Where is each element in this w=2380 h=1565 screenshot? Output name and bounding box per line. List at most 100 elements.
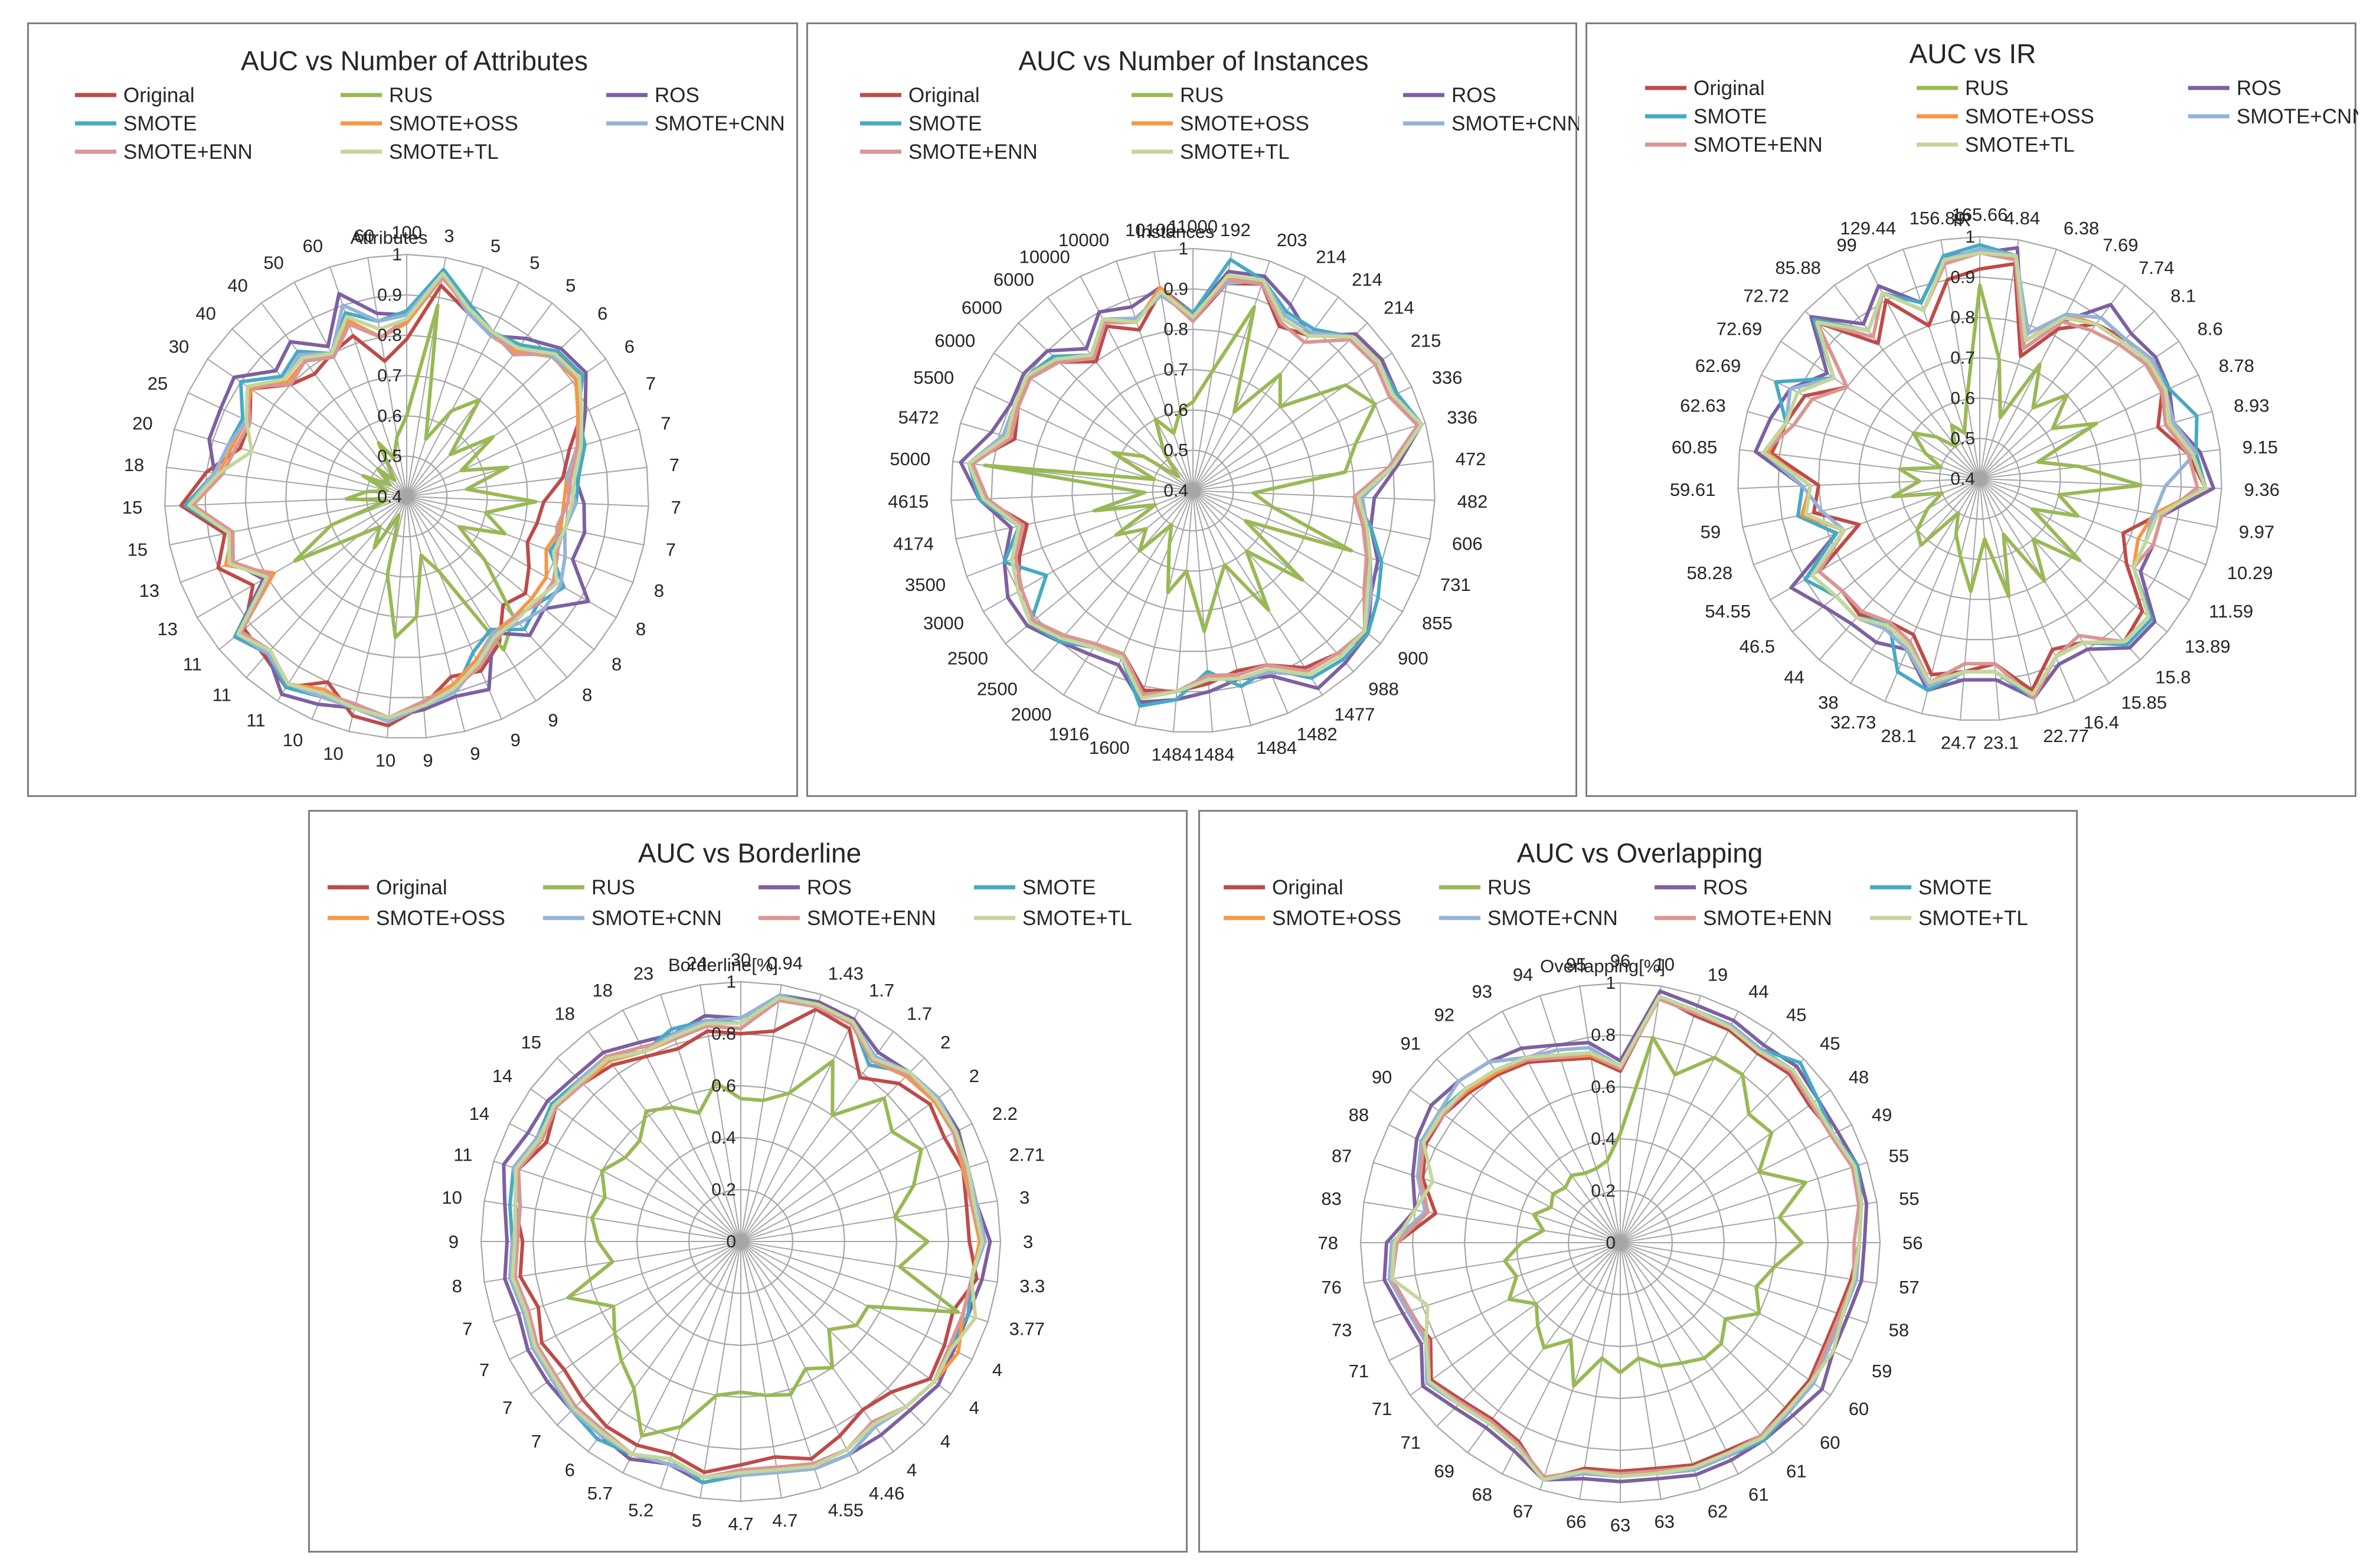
grid-ring-4 <box>1817 316 2142 641</box>
grid-ring-6 <box>950 247 1436 733</box>
category-label: 10 <box>375 750 395 771</box>
category-label: 214 <box>1384 298 1414 318</box>
spoke-16 <box>406 496 537 702</box>
category-label: 63 <box>1610 1515 1630 1535</box>
category-label: 9.36 <box>2244 479 2280 500</box>
category-label: 24 <box>686 953 707 973</box>
category-label: 13.89 <box>2185 636 2231 656</box>
legend-label-smote-cnn: SMOTE+CNN <box>655 112 785 135</box>
spoke-26 <box>1410 1242 1621 1396</box>
category-label: 60 <box>354 226 374 246</box>
category-label: 2500 <box>977 678 1018 699</box>
category-label: 5472 <box>898 407 939 427</box>
category-label: 5 <box>692 1510 702 1531</box>
radar-chart-ir: AUC vs IR Original RUS ROS SMOTE SMOTE+OSS SMO… <box>1645 38 2358 753</box>
r-tick-label: 0.5 <box>377 447 402 466</box>
spoke-13 <box>406 496 617 618</box>
spoke-11 <box>1979 478 2217 528</box>
category-label: 731 <box>1440 574 1471 595</box>
category-label: 68 <box>1472 1484 1492 1505</box>
spoke-31 <box>1364 1201 1621 1243</box>
category-label: 24.7 <box>1941 733 1976 753</box>
grid-ring-4 <box>1031 328 1355 652</box>
category-label: 49 <box>1872 1105 1892 1125</box>
spoke-7 <box>1620 1124 1852 1243</box>
category-label: 855 <box>1422 613 1453 633</box>
spoke-11 <box>740 1241 998 1283</box>
category-label: 55 <box>1899 1188 1919 1209</box>
category-label: 18 <box>593 980 613 1001</box>
series-line-smote-tl <box>1390 994 1864 1482</box>
category-label: 62 <box>1708 1501 1728 1522</box>
legend-label-smote-oss: SMOTE+OSS <box>389 112 518 135</box>
category-label: 5000 <box>890 449 930 469</box>
category-label: 8 <box>612 654 622 674</box>
category-label: 3 <box>444 226 454 246</box>
category-label: 988 <box>1368 678 1399 699</box>
category-label: 60 <box>303 236 323 256</box>
spoke-12 <box>1620 1242 1868 1324</box>
spoke-15 <box>1620 1242 1804 1427</box>
category-label: 18 <box>555 1003 575 1024</box>
category-label: 7.74 <box>2139 257 2174 278</box>
legend-label-ros: ROS <box>1451 84 1496 107</box>
grid-ring-1 <box>365 455 448 538</box>
r-tick-label: 0 <box>1606 1233 1616 1253</box>
spoke-24 <box>1819 478 1980 661</box>
category-label: 58 <box>1889 1320 1909 1341</box>
spoke-36 <box>1467 1032 1621 1243</box>
category-label: 44 <box>1748 981 1768 1002</box>
r-tick-label: 0.8 <box>377 326 402 345</box>
category-label: 61 <box>1748 1484 1768 1505</box>
category-label: 4 <box>992 1360 1002 1380</box>
legend-label-smote: SMOTE <box>1694 105 1767 128</box>
legend-label-smote-tl: SMOTE+TL <box>1918 907 2028 930</box>
category-label: 16.4 <box>2084 712 2119 733</box>
category-label: 72.72 <box>1743 286 1789 306</box>
spoke-10 <box>1979 478 2222 489</box>
category-label: 67 <box>1513 1501 1533 1522</box>
spoke-4 <box>1620 1032 1774 1243</box>
spoke-23 <box>277 496 407 702</box>
spoke-30 <box>1739 449 1980 479</box>
legend-label-original: Original <box>908 84 980 107</box>
legend-label-smote-enn: SMOTE+ENN <box>1694 133 1823 156</box>
category-label: 5 <box>491 236 501 256</box>
spoke-29 <box>1364 1242 1621 1284</box>
spoke-22 <box>1097 490 1194 714</box>
category-label: 1600 <box>1089 737 1130 758</box>
category-label: 19 <box>1708 964 1728 985</box>
axis-name-ir: IR <box>1953 210 1972 230</box>
category-label: 0.94 <box>767 953 803 973</box>
spoke-27 <box>509 1241 741 1360</box>
spoke-22 <box>1539 1242 1621 1490</box>
spoke-25 <box>557 1241 741 1426</box>
category-label: 46.5 <box>1740 636 1775 656</box>
spoke-37 <box>1902 249 1980 479</box>
category-label: 3000 <box>923 613 964 633</box>
spoke-9 <box>740 1200 998 1242</box>
spoke-35 <box>260 302 407 497</box>
category-label: 22.77 <box>2043 726 2089 746</box>
category-label: 83 <box>1321 1188 1341 1209</box>
category-label: 9 <box>548 710 558 731</box>
category-label: 4 <box>969 1397 979 1418</box>
category-label: 40 <box>227 275 247 296</box>
legend-label-smote-cnn: SMOTE+CNN <box>1451 112 1579 135</box>
series-line-smote-tl <box>967 273 1424 700</box>
category-label: 1.7 <box>869 980 894 1001</box>
spoke-8 <box>1192 422 1426 491</box>
grid-ring-3 <box>1858 357 2101 600</box>
category-label: 62.63 <box>1680 395 1726 416</box>
spoke-38 <box>1539 995 1621 1243</box>
category-label: 90 <box>1372 1067 1392 1087</box>
category-label: 14 <box>469 1103 489 1124</box>
spoke-19 <box>1620 1242 1662 1499</box>
category-label: 59.61 <box>1670 479 1716 500</box>
r-tick-label: 1 <box>1606 973 1616 993</box>
category-label: 1482 <box>1297 724 1338 744</box>
grid-ring-1 <box>1152 449 1234 532</box>
r-tick-label: 0.7 <box>1163 360 1188 380</box>
radar-chart-overlapping: AUC vs Overlapping Original RUS ROS SMOTE SMO… <box>1224 838 2028 1535</box>
grid-ring-3 <box>285 374 528 618</box>
